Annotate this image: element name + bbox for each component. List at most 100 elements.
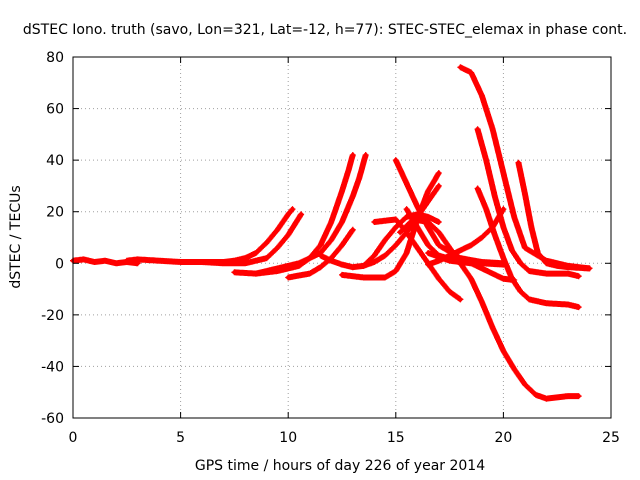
data-point	[535, 250, 540, 256]
data-point	[479, 266, 485, 271]
series-14	[425, 250, 518, 283]
plot-frame	[72, 56, 612, 419]
data-point	[544, 271, 549, 276]
data-point	[372, 253, 377, 258]
data-point	[447, 258, 452, 263]
data-point	[425, 262, 431, 267]
data-point	[425, 188, 431, 194]
series-9	[371, 216, 464, 303]
y-tick-label: 80	[46, 50, 64, 66]
data-point	[415, 225, 420, 230]
data-point	[393, 157, 398, 163]
data-point	[425, 243, 431, 248]
data-point	[555, 263, 560, 269]
data-point	[533, 392, 538, 397]
data-point	[393, 243, 398, 248]
y-axis-label: dSTEC / TECUs	[8, 185, 24, 288]
data-point	[329, 237, 334, 243]
data-point	[479, 235, 485, 240]
data-point	[475, 127, 480, 132]
data-point	[501, 170, 506, 176]
data-point	[436, 243, 441, 248]
data-point	[475, 186, 480, 191]
data-point	[492, 194, 497, 199]
data-point	[501, 255, 506, 261]
x-tick-label: 20	[494, 430, 512, 446]
data-point	[436, 219, 441, 225]
x-axis-label: GPS time / hours of day 226 of year 2014	[195, 458, 485, 474]
data-point	[425, 214, 431, 220]
data-point	[382, 275, 388, 280]
data-point	[404, 206, 409, 212]
data-point	[156, 258, 162, 263]
data-point	[404, 230, 409, 235]
data-point	[509, 248, 515, 253]
data-point	[113, 261, 119, 266]
data-point	[318, 243, 323, 248]
tick-layer: 0 5 10 15 20 25 -60 -40 -20 0 20 40 60 80	[41, 50, 620, 446]
x-tick-label: 10	[279, 430, 297, 446]
data-point	[124, 258, 129, 263]
data-point	[587, 266, 592, 271]
data-point	[298, 212, 304, 217]
data-point	[518, 289, 523, 294]
x-tick-label: 5	[176, 430, 185, 446]
data-point	[565, 265, 571, 270]
data-point	[275, 245, 280, 250]
data-point	[382, 237, 388, 243]
data-point	[447, 289, 452, 294]
data-point	[339, 272, 345, 278]
data-point	[529, 225, 534, 230]
data-point	[350, 227, 355, 232]
y-tick-label: 20	[46, 205, 64, 221]
data-point	[436, 276, 441, 281]
data-point	[501, 276, 506, 281]
data-point	[468, 70, 474, 75]
data-point	[410, 217, 416, 222]
data-point	[199, 259, 205, 265]
y-tick-label: -60	[41, 411, 64, 427]
data-point	[512, 366, 517, 372]
data-point	[501, 348, 506, 354]
data-point	[492, 232, 497, 238]
data-point	[350, 265, 355, 270]
data-point	[415, 245, 420, 250]
data-point	[275, 227, 280, 232]
data-point	[565, 302, 571, 307]
data-point	[397, 230, 403, 235]
data-point	[404, 250, 409, 256]
data-point	[479, 93, 485, 98]
data-point	[286, 212, 291, 217]
data-point	[544, 396, 549, 401]
series-2	[199, 211, 305, 267]
data-point	[425, 250, 431, 256]
data-point	[92, 259, 97, 265]
data-point	[178, 259, 183, 265]
data-point	[339, 243, 345, 248]
data-point	[436, 170, 441, 176]
data-point	[447, 245, 452, 250]
data-point	[243, 255, 248, 261]
x-tick-label: 25	[602, 430, 620, 446]
data-point	[346, 168, 351, 173]
data-point	[468, 276, 474, 281]
x-tick-label: 15	[387, 430, 405, 446]
data-point	[404, 181, 409, 186]
data-point	[339, 188, 345, 194]
data-point	[479, 299, 485, 305]
data-point	[318, 265, 323, 270]
data-point	[468, 261, 474, 266]
data-point	[350, 194, 355, 199]
data-point	[361, 275, 366, 280]
data-point	[290, 206, 295, 212]
data-point	[544, 261, 549, 266]
series-16	[474, 126, 582, 280]
data-point	[275, 266, 280, 271]
x-tick-label: 0	[69, 430, 78, 446]
data-point	[339, 219, 345, 225]
data-point	[490, 127, 495, 132]
data-point	[565, 271, 571, 276]
data-point	[135, 257, 140, 262]
data-point	[436, 183, 441, 189]
